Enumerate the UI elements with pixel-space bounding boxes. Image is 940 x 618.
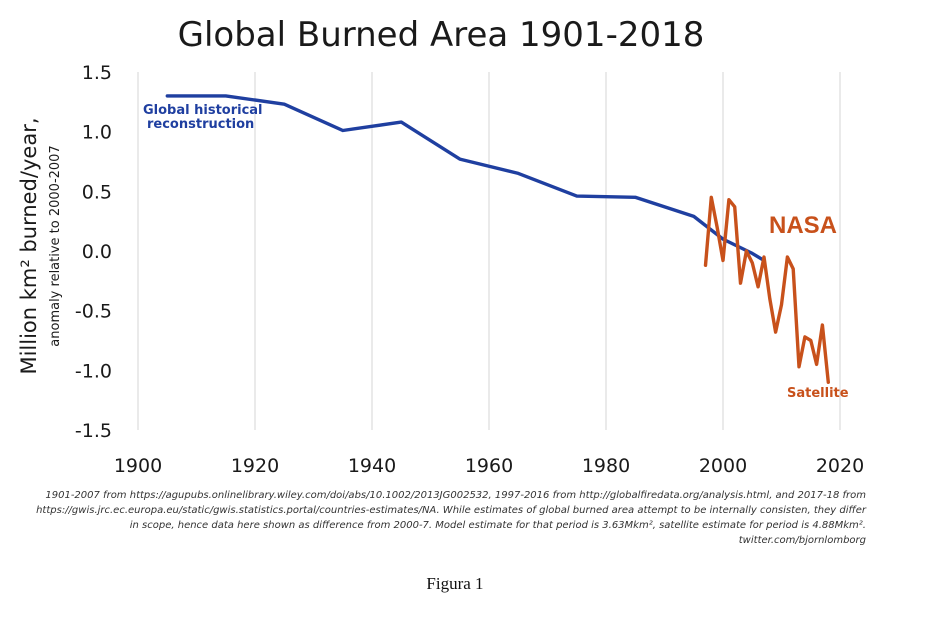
annotation-satellite: Satellite: [787, 386, 849, 401]
x-tick-label: 1920: [231, 455, 279, 477]
chart-title: Global Burned Area 1901-2018: [178, 15, 705, 55]
x-tick-label: 1940: [348, 455, 396, 477]
series-line-nasa: [703, 195, 830, 384]
source-note: 1901-2007 from https://agupubs.onlinelib…: [36, 490, 866, 546]
y-axis-sublabel: anomaly relative to 2000-2007: [48, 145, 63, 346]
x-tick-label: 2000: [699, 455, 747, 477]
y-tick-label: 0.0: [82, 241, 112, 263]
y-tick-label: 1.5: [82, 62, 112, 84]
chart-panel: [16, 6, 922, 558]
x-tick-label: 1900: [114, 455, 162, 477]
x-tick-label: 2020: [816, 455, 864, 477]
y-tick-label: 0.5: [82, 181, 112, 203]
y-tick-label: -0.5: [75, 301, 112, 323]
y-tick-label: -1.5: [75, 420, 112, 442]
x-tick-label: 1980: [582, 455, 630, 477]
y-tick-label: -1.0: [75, 360, 112, 382]
burned-area-chart: Global Burned Area 1901-2018 1.5 1.0 0.5 0.…: [17, 15, 864, 477]
series-lines: [165, 94, 830, 384]
figure-caption: Figura 1: [426, 574, 484, 593]
x-tick-labels: 1900 1920 1940 1960 1980 2000 2020: [114, 455, 864, 477]
legend-global-historical-line1: Global historical: [143, 103, 263, 118]
series-line-global-historical: [165, 94, 766, 263]
legend-global-historical-line2: reconstruction: [147, 117, 254, 132]
x-tick-label: 1960: [465, 455, 513, 477]
y-tick-label: 1.0: [82, 122, 112, 144]
y-axis-label: Million km² burned/year,: [17, 117, 41, 374]
legend-nasa: NASA: [769, 212, 837, 239]
y-tick-labels: 1.5 1.0 0.5 0.0 -0.5 -1.0 -1.5: [75, 62, 112, 442]
